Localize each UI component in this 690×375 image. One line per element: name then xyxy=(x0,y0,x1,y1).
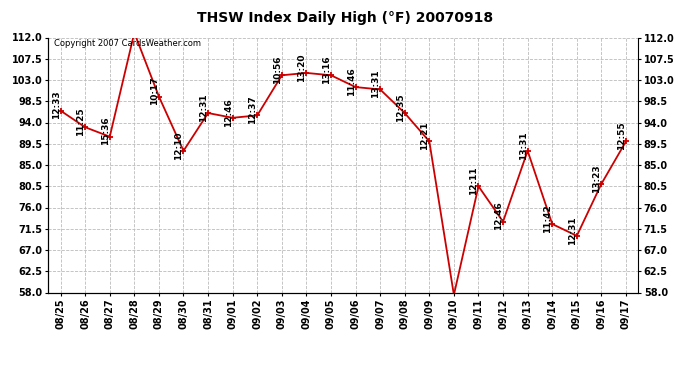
Text: 15:36: 15:36 xyxy=(101,117,110,146)
Text: 12:41: 12:41 xyxy=(0,374,1,375)
Text: 11:46: 11:46 xyxy=(346,67,355,96)
Text: 11:42: 11:42 xyxy=(543,204,552,233)
Text: 12:46: 12:46 xyxy=(494,202,503,231)
Text: 12:11: 12:11 xyxy=(469,166,478,195)
Text: 12:21: 12:21 xyxy=(420,122,429,150)
Text: 13:23: 13:23 xyxy=(593,164,602,193)
Text: 13:31: 13:31 xyxy=(519,131,528,160)
Text: 13:20: 13:20 xyxy=(297,53,306,82)
Text: 12:31: 12:31 xyxy=(199,93,208,122)
Text: 12:35: 12:35 xyxy=(396,93,405,122)
Text: 13:16: 13:16 xyxy=(322,56,331,84)
Text: 13:31: 13:31 xyxy=(371,70,380,98)
Text: 11:25: 11:25 xyxy=(76,107,85,136)
Text: 10:17: 10:17 xyxy=(150,76,159,105)
Text: 10:56: 10:56 xyxy=(273,56,282,84)
Text: 12:37: 12:37 xyxy=(248,96,257,124)
Text: 12:55: 12:55 xyxy=(617,122,626,150)
Text: 12:10: 12:10 xyxy=(175,131,184,159)
Text: THSW Index Daily High (°F) 20070918: THSW Index Daily High (°F) 20070918 xyxy=(197,11,493,25)
Text: 12:33: 12:33 xyxy=(52,91,61,120)
Text: 12:31: 12:31 xyxy=(568,216,577,244)
Text: Copyright 2007 CardsWeather.com: Copyright 2007 CardsWeather.com xyxy=(55,39,201,48)
Text: 12:46: 12:46 xyxy=(224,98,233,127)
Text: 00:00: 00:00 xyxy=(0,374,1,375)
